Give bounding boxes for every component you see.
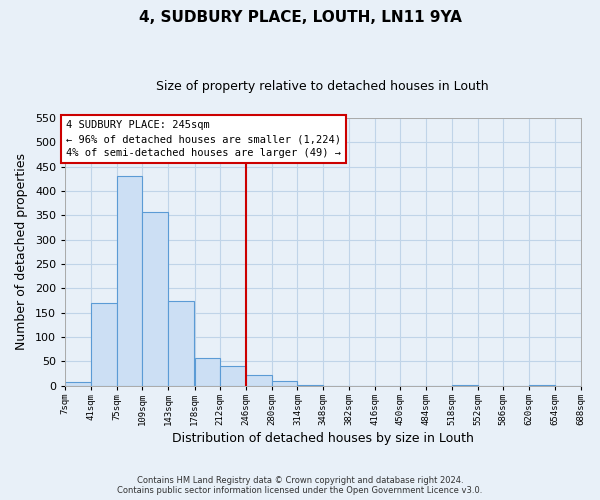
Bar: [142, 212, 168, 386]
Title: Size of property relative to detached houses in Louth: Size of property relative to detached ho…: [157, 80, 489, 93]
Bar: [220, 366, 246, 386]
Bar: [194, 358, 220, 386]
Y-axis label: Number of detached properties: Number of detached properties: [15, 154, 28, 350]
Bar: [298, 385, 323, 386]
Bar: [246, 375, 272, 386]
Bar: [65, 382, 91, 386]
Text: 4 SUDBURY PLACE: 245sqm
← 96% of detached houses are smaller (1,224)
4% of semi-: 4 SUDBURY PLACE: 245sqm ← 96% of detache…: [66, 120, 341, 158]
Text: 4, SUDBURY PLACE, LOUTH, LN11 9YA: 4, SUDBURY PLACE, LOUTH, LN11 9YA: [139, 10, 461, 25]
Text: Contains HM Land Registry data © Crown copyright and database right 2024.
Contai: Contains HM Land Registry data © Crown c…: [118, 476, 482, 495]
Bar: [168, 300, 194, 386]
Bar: [91, 303, 116, 386]
X-axis label: Distribution of detached houses by size in Louth: Distribution of detached houses by size …: [172, 432, 474, 445]
Bar: [272, 381, 298, 386]
Bar: [116, 176, 142, 386]
